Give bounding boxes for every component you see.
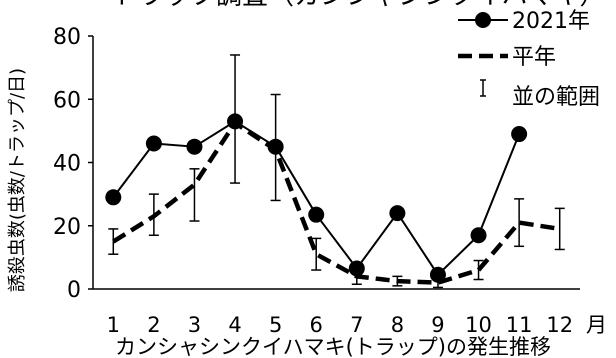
x-tick-label: 11 (506, 313, 533, 337)
x-tick-label: 7 (350, 313, 363, 337)
x-tick-label: 4 (228, 313, 241, 337)
series-line-2 (112, 120, 561, 285)
x-tick-label: 12 (546, 313, 573, 337)
series-point-1 (389, 205, 406, 222)
y-tick-label: 40 (53, 152, 81, 177)
y-tick-label: 20 (53, 215, 81, 240)
x-tick-label: 3 (188, 313, 201, 337)
chart-title-cropped: トラップ調査（カンシャシンクイハマキ） (112, 0, 605, 11)
series-layer (105, 113, 561, 285)
chart-title: トラップ調査（カンシャシンクイハマキ） (112, 0, 605, 11)
x-tick-label: 2 (147, 313, 160, 337)
legend-label-2021: 2021年 (512, 9, 590, 34)
series-point-1 (267, 138, 284, 155)
legend-label-average: 平年 (512, 45, 556, 70)
y-tick-label: 60 (53, 88, 81, 113)
x-tick-label: 1 (107, 313, 120, 337)
axes (88, 35, 580, 290)
range-bars (108, 54, 565, 289)
x-unit-label: 月 (586, 313, 607, 337)
x-tick-label: 8 (391, 313, 404, 337)
series-point-1 (105, 189, 122, 206)
series-point-1 (145, 135, 162, 152)
x-tick-label: 5 (269, 313, 282, 337)
range-bar (473, 259, 484, 281)
series-point-1 (308, 206, 325, 223)
y-tick-label: 80 (53, 25, 81, 50)
range-bar (189, 168, 200, 222)
x-tick-label: 10 (465, 313, 492, 337)
legend-label-range: 並の範囲 (512, 85, 600, 110)
x-tick-labels: 1 2 3 4 5 6 7 8 9 10 11 12 (107, 313, 573, 337)
y-axis-label: 誘殺虫数(虫数/トラップ/日) (7, 68, 28, 292)
legend-marker-2021 (475, 12, 491, 28)
series-point-1 (429, 266, 446, 283)
x-tick-label: 6 (310, 313, 323, 337)
x-tick-label: 9 (431, 313, 444, 337)
y-tick-label: 0 (67, 278, 81, 303)
series-point-1 (348, 260, 365, 277)
range-bar (514, 198, 525, 248)
range-bar (311, 237, 322, 271)
y-tick-labels: 0 20 40 60 80 (53, 25, 81, 303)
series-point-1 (470, 227, 487, 244)
series-point-1 (186, 138, 203, 155)
range-bar (554, 207, 565, 251)
x-axis-label: カンシャシンクイハマキ(トラップ)の発生推移 (115, 335, 551, 358)
series-point-1 (511, 126, 528, 143)
